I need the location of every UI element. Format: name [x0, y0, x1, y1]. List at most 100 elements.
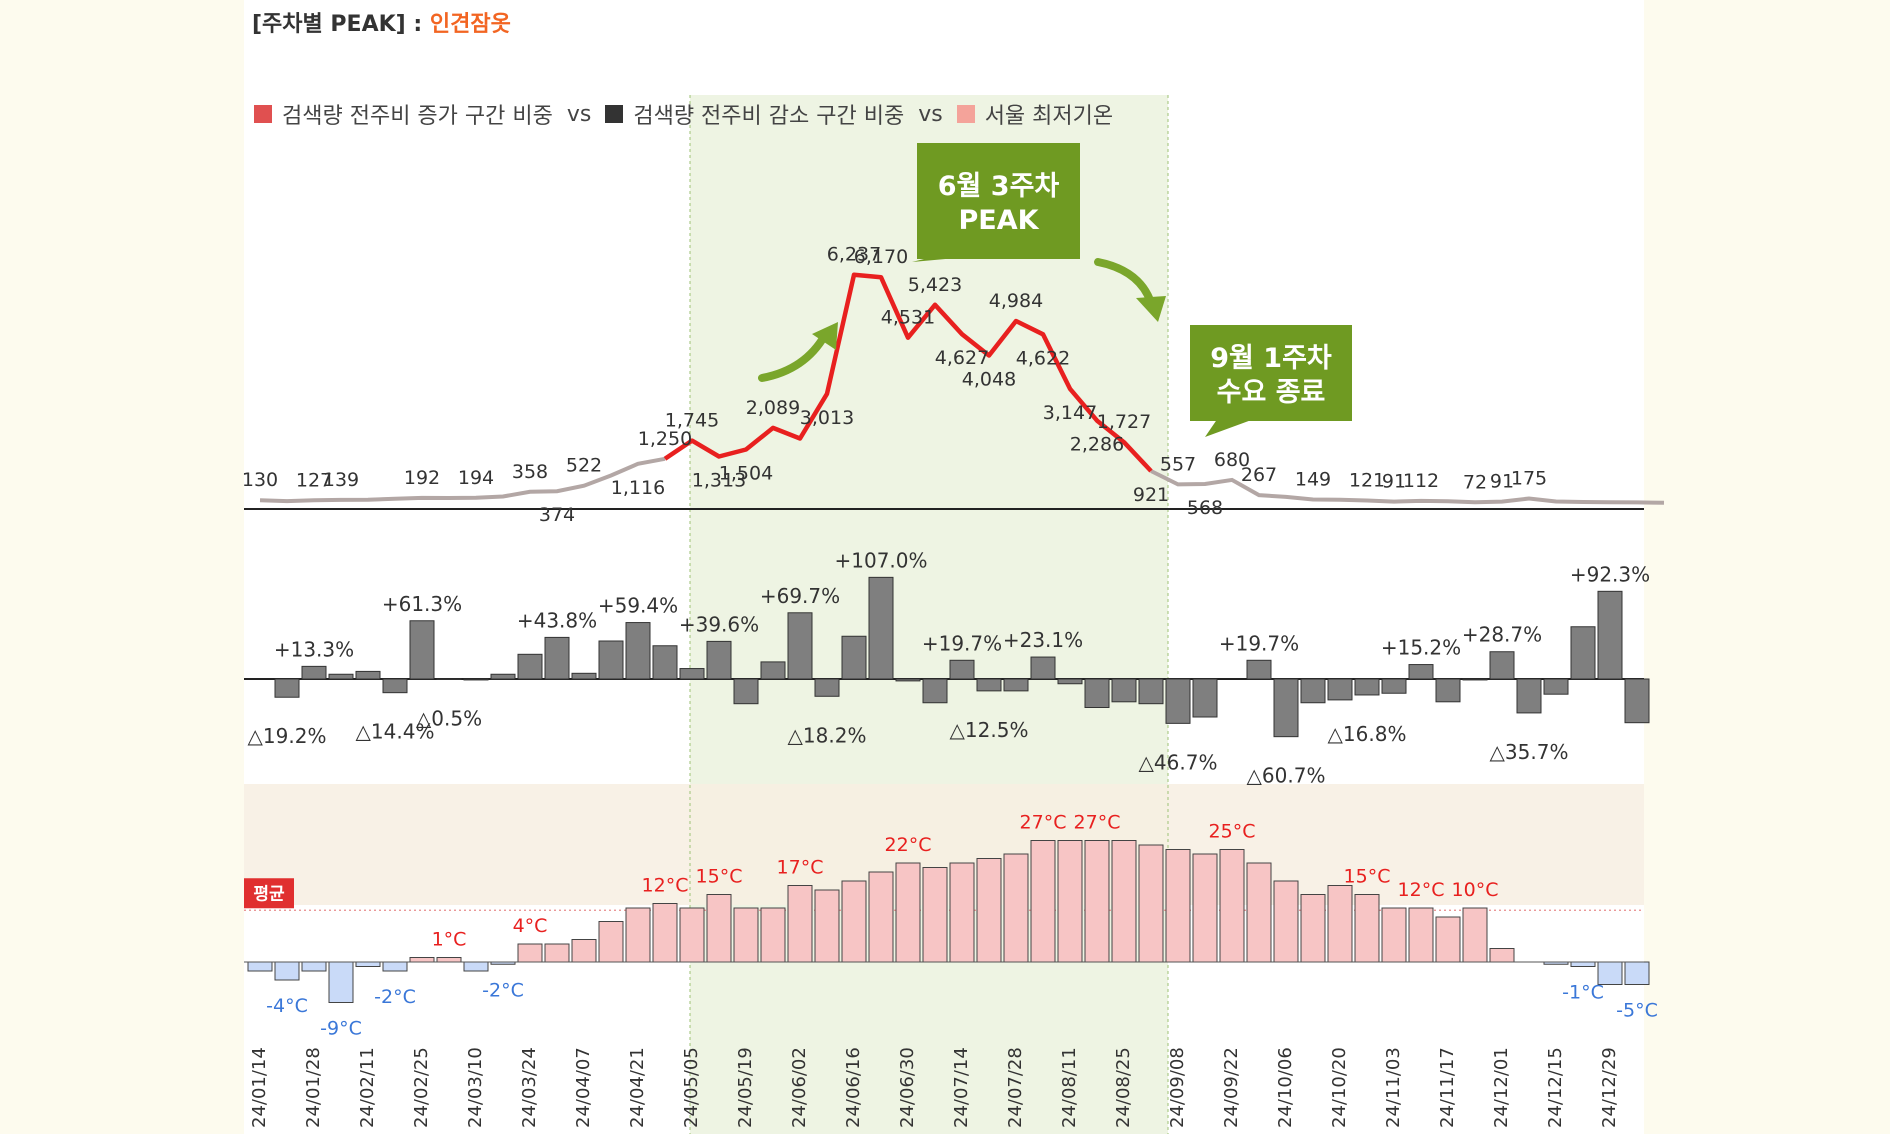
x-tick-label: 24/07/14	[951, 1047, 972, 1128]
header-separator: :	[405, 12, 430, 37]
x-tick-label: 24/03/24	[519, 1047, 540, 1128]
change-data-label: △35.7%	[1490, 740, 1569, 764]
volume-data-label: 568	[1187, 497, 1223, 519]
change-data-label: △60.7%	[1247, 764, 1326, 788]
legend-swatch-black	[605, 105, 624, 123]
temp-data-label: 27°C	[1074, 812, 1121, 834]
change-bar	[1057, 678, 1083, 685]
volume-data-label: 374	[539, 504, 575, 526]
change-bar	[598, 640, 624, 680]
x-tick-label: 24/04/07	[573, 1047, 594, 1128]
temp-bar	[247, 961, 273, 972]
callout-peak-line1: 6월 3주차	[938, 171, 1060, 202]
volume-data-label: 4,627	[935, 347, 989, 369]
series-line-gray-pre	[259, 456, 666, 504]
volume-data-label: 522	[566, 455, 602, 477]
change-bar	[1273, 678, 1299, 738]
change-bar	[1165, 678, 1191, 724]
change-data-label: +69.7%	[760, 584, 840, 608]
volume-data-label: 130	[242, 469, 278, 491]
temp-data-label: -5°C	[1616, 1000, 1658, 1022]
temp-data-label: -2°C	[482, 979, 524, 1001]
volume-data-label: 267	[1241, 464, 1277, 486]
legend-label-decrease: 검색량 전주비 감소 구간 비중	[633, 104, 905, 129]
callout-end-line1: 9월 1주차	[1210, 343, 1332, 374]
temp-bar	[1138, 844, 1164, 963]
change-data-label: +23.1%	[1003, 628, 1083, 652]
change-bar	[841, 635, 867, 680]
arrow-down-icon	[1094, 258, 1154, 304]
volume-data-label: 1,504	[719, 462, 773, 484]
change-data-label: △0.5%	[416, 706, 482, 730]
temp-data-label: 25°C	[1209, 821, 1256, 843]
change-bar	[1570, 626, 1596, 680]
change-bar	[1192, 678, 1218, 718]
temp-data-label: 22°C	[885, 834, 932, 856]
x-tick-label: 24/08/25	[1113, 1047, 1134, 1128]
temp-bar	[1084, 840, 1110, 963]
temp-data-label: 1°C	[432, 929, 467, 951]
x-tick-label: 24/12/15	[1545, 1047, 1566, 1128]
volume-data-label: 6,170	[854, 246, 908, 268]
change-data-label: +92.3%	[1570, 562, 1650, 586]
change-bar	[1435, 678, 1461, 703]
change-bar	[814, 678, 840, 697]
volume-data-label: 2,089	[746, 397, 800, 419]
temp-data-label: -9°C	[320, 1018, 362, 1040]
volume-data-label: 149	[1295, 468, 1331, 490]
change-bar	[868, 576, 894, 680]
change-data-label: +107.0%	[834, 548, 927, 572]
temp-bar	[976, 858, 1002, 963]
change-bar	[355, 670, 381, 680]
x-tick-label: 24/11/17	[1437, 1047, 1458, 1128]
legend-label-temp: 서울 최저기온	[984, 104, 1114, 129]
temp-data-label: 10°C	[1452, 879, 1499, 901]
volume-data-label: 194	[458, 467, 494, 489]
temp-bar	[1435, 916, 1461, 963]
legend-swatch-pink	[956, 105, 975, 123]
temp-data-label: -4°C	[266, 995, 308, 1017]
change-bar	[409, 620, 435, 680]
temp-bar	[1462, 907, 1488, 963]
temp-data-label: 12°C	[1398, 879, 1445, 901]
change-bar	[517, 653, 543, 680]
change-bar	[1300, 678, 1326, 704]
legend: 검색량 전주비 증가 구간 비중 vs 검색량 전주비 감소 구간 비중 vs …	[254, 98, 1113, 130]
volume-data-label: 5,423	[908, 274, 962, 296]
temp-bar	[733, 907, 759, 963]
legend-item-decrease: 검색량 전주비 감소 구간 비중	[605, 98, 904, 130]
volume-data-label: 6,237	[827, 244, 881, 266]
change-bar	[463, 678, 489, 681]
change-bar	[922, 678, 948, 704]
change-bar	[1516, 678, 1542, 714]
volume-data-label: 91	[1382, 471, 1406, 493]
change-bar	[679, 668, 705, 680]
temp-bar	[571, 939, 597, 963]
change-data-label: △14.4%	[356, 720, 435, 744]
x-tick-label: 24/12/01	[1491, 1047, 1512, 1128]
change-bar	[382, 678, 408, 694]
temp-bar	[625, 907, 651, 963]
change-bar	[490, 673, 516, 680]
temp-data-label: -2°C	[374, 986, 416, 1008]
change-bar	[706, 640, 732, 680]
x-tick-label: 24/06/30	[897, 1047, 918, 1128]
volume-data-label: 1,250	[638, 428, 692, 450]
change-bar	[1111, 678, 1137, 703]
volume-data-label: 2,286	[1070, 434, 1124, 456]
temp-data-label: 27°C	[1020, 812, 1067, 834]
change-bar	[1597, 590, 1623, 680]
x-tick-label: 24/10/20	[1329, 1047, 1350, 1128]
volume-data-label: 3,013	[800, 407, 854, 429]
series-line-gray-post	[1150, 469, 1665, 505]
volume-data-label: 1,116	[611, 477, 665, 499]
volume-data-label: 3,147	[1043, 402, 1097, 424]
x-tick-label: 24/08/11	[1059, 1047, 1080, 1128]
x-tick-label: 24/04/21	[627, 1047, 648, 1128]
change-bar	[976, 678, 1002, 692]
volume-data-label: 127	[296, 469, 332, 491]
temp-bar	[382, 961, 408, 972]
change-bar	[1084, 678, 1110, 708]
